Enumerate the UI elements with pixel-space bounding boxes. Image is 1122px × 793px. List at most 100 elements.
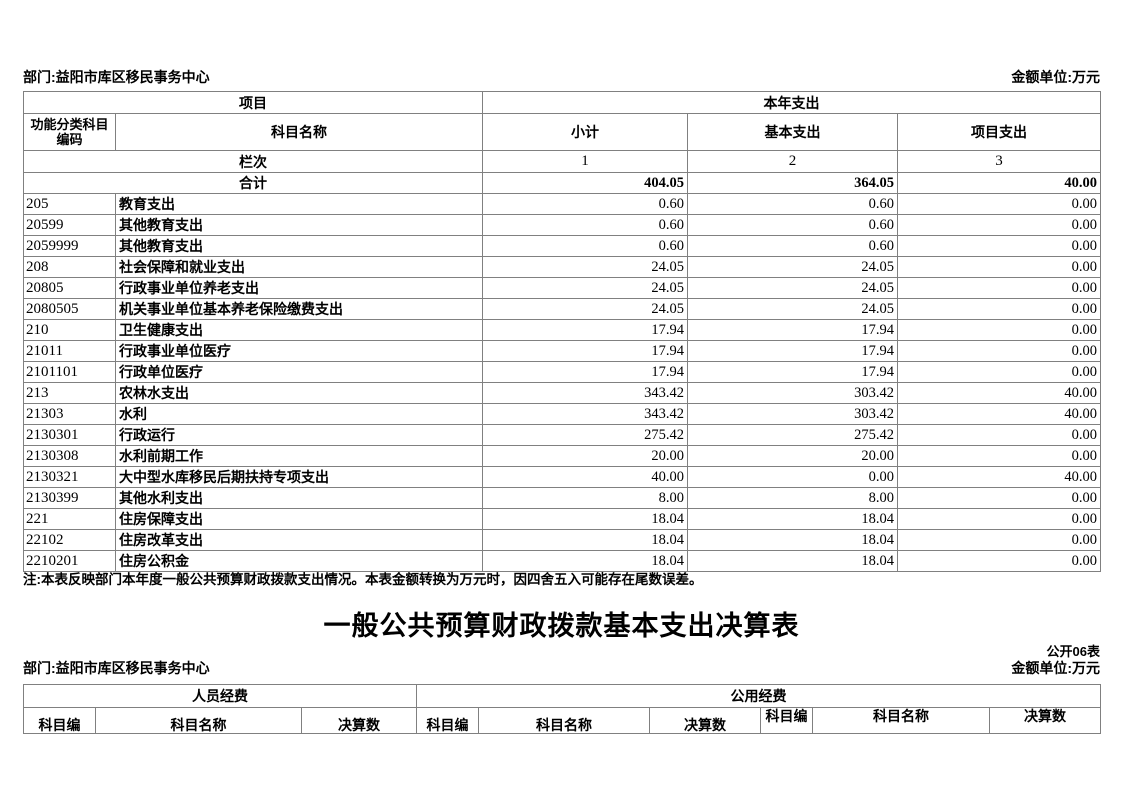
subtotal-cell: 0.60 [482, 214, 688, 236]
subtotal-cell: 18.04 [482, 550, 688, 572]
subtotal-cell: 17.94 [482, 361, 688, 383]
public-funds-header: 公用经费 [416, 684, 1101, 708]
header-basic: 基本支出 [687, 113, 898, 151]
basic-expense-cell: 17.94 [687, 319, 898, 341]
header-item: 项目 [23, 91, 483, 114]
project-expense-cell: 0.00 [897, 361, 1101, 383]
col-amount-2: 决算数 [649, 707, 761, 734]
total-subtotal: 404.05 [482, 172, 688, 194]
project-expense-cell: 0.00 [897, 235, 1101, 257]
header-func-code: 功能分类科目 编码 [23, 113, 116, 151]
subject-code-cell: 2080505 [23, 298, 116, 320]
subject-code-cell: 2059999 [23, 235, 116, 257]
basic-expense-cell: 8.00 [687, 487, 898, 509]
department-label-2: 部门:益阳市库区移民事务中心 [23, 660, 210, 676]
expenditure-table: 项目 本年支出 功能分类科目 编码 科目名称 小计 基本支出 项目支出 栏次 1… [23, 91, 1101, 572]
section2-title: 一般公共预算财政拨款基本支出决算表 [323, 611, 800, 641]
subject-code-cell: 210 [23, 319, 116, 341]
basic-expense-cell: 20.00 [687, 445, 898, 467]
project-expense-cell: 0.00 [897, 529, 1101, 551]
table1-meta-row: 部门:益阳市库区移民事务中心 金额单位:万元 [23, 69, 1100, 86]
subject-code-cell: 22102 [23, 529, 116, 551]
basic-expense-cell: 303.42 [687, 403, 898, 425]
header-subtotal: 小计 [482, 113, 688, 151]
table-row: 20599 其他教育支出 0.60 0.60 0.00 [23, 214, 1101, 236]
table-row: 2130399 其他水利支出 8.00 8.00 0.00 [23, 487, 1101, 509]
subject-name-cell: 大中型水库移民后期扶持专项支出 [115, 466, 483, 488]
header-func-code-line1: 功能分类科目 [30, 117, 109, 132]
project-expense-cell: 0.00 [897, 445, 1101, 467]
subject-name-cell: 行政运行 [115, 424, 483, 446]
project-expense-cell: 0.00 [897, 277, 1101, 299]
subject-name-cell: 住房保障支出 [115, 508, 483, 530]
subtotal-cell: 24.05 [482, 277, 688, 299]
form-code-label: 公开06表 [1046, 644, 1100, 659]
basic-expense-cell: 18.04 [687, 550, 898, 572]
table2-column-header-row: 科目编 科目名称 决算数 科目编 科目名称 决算数 科目编 科目名称 决算数 [23, 707, 1101, 734]
project-expense-cell: 0.00 [897, 487, 1101, 509]
subject-name-cell: 行政事业单位养老支出 [115, 277, 483, 299]
table-row: 2210201 住房公积金 18.04 18.04 0.00 [23, 550, 1101, 572]
column-number-3: 3 [897, 150, 1101, 173]
basic-expenditure-table: 人员经费 公用经费 科目编 科目名称 决算数 科目编 科目名称 决算数 科目编 … [23, 684, 1101, 734]
row-index-label: 栏次 [23, 150, 483, 173]
subject-code-cell: 21011 [23, 340, 116, 362]
project-expense-cell: 0.00 [897, 193, 1101, 215]
basic-expense-cell: 17.94 [687, 340, 898, 362]
col-name-2: 科目名称 [478, 707, 650, 734]
subtotal-cell: 8.00 [482, 487, 688, 509]
subject-name-cell: 住房公积金 [115, 550, 483, 572]
unit-label-2: 金额单位:万元 [1011, 660, 1100, 676]
basic-expense-cell: 0.60 [687, 214, 898, 236]
basic-expense-cell: 17.94 [687, 361, 898, 383]
table1-total-row: 合计 404.05 364.05 40.00 [23, 172, 1101, 194]
subject-name-cell: 行政单位医疗 [115, 361, 483, 383]
subject-name-cell: 行政事业单位医疗 [115, 340, 483, 362]
subject-code-cell: 2130399 [23, 487, 116, 509]
table-row: 2080505 机关事业单位基本养老保险缴费支出 24.05 24.05 0.0… [23, 298, 1101, 320]
table-row: 210 卫生健康支出 17.94 17.94 0.00 [23, 319, 1101, 341]
table1-header-row-1: 项目 本年支出 [23, 91, 1101, 114]
project-expense-cell: 0.00 [897, 214, 1101, 236]
subtotal-cell: 18.04 [482, 508, 688, 530]
subtotal-cell: 275.42 [482, 424, 688, 446]
subject-name-cell: 其他教育支出 [115, 214, 483, 236]
subject-name-cell: 农林水支出 [115, 382, 483, 404]
col-code-2: 科目编 [416, 707, 479, 734]
project-expense-cell: 0.00 [897, 340, 1101, 362]
total-label: 合计 [23, 172, 483, 194]
basic-expense-cell: 0.60 [687, 193, 898, 215]
subtotal-cell: 17.94 [482, 340, 688, 362]
subtotal-cell: 18.04 [482, 529, 688, 551]
subject-code-cell: 213 [23, 382, 116, 404]
subject-name-cell: 其他教育支出 [115, 235, 483, 257]
unit-label: 金额单位:万元 [1011, 69, 1100, 85]
department-label: 部门:益阳市库区移民事务中心 [23, 69, 210, 85]
table1-header-row-2: 功能分类科目 编码 科目名称 小计 基本支出 项目支出 [23, 113, 1101, 151]
table-row: 21303 水利 343.42 303.42 40.00 [23, 403, 1101, 425]
header-project: 项目支出 [897, 113, 1101, 151]
subject-code-cell: 20599 [23, 214, 116, 236]
basic-expense-cell: 24.05 [687, 277, 898, 299]
project-expense-cell: 40.00 [897, 382, 1101, 404]
table-row: 22102 住房改革支出 18.04 18.04 0.00 [23, 529, 1101, 551]
subtotal-cell: 0.60 [482, 193, 688, 215]
subject-code-cell: 2210201 [23, 550, 116, 572]
subject-name-cell: 机关事业单位基本养老保险缴费支出 [115, 298, 483, 320]
subject-code-cell: 2101101 [23, 361, 116, 383]
basic-expense-cell: 275.42 [687, 424, 898, 446]
project-expense-cell: 40.00 [897, 466, 1101, 488]
project-expense-cell: 0.00 [897, 298, 1101, 320]
subtotal-cell: 343.42 [482, 403, 688, 425]
table-row: 2130301 行政运行 275.42 275.42 0.00 [23, 424, 1101, 446]
project-expense-cell: 0.00 [897, 508, 1101, 530]
basic-expense-cell: 18.04 [687, 529, 898, 551]
header-year-expense: 本年支出 [482, 91, 1101, 114]
basic-expense-cell: 303.42 [687, 382, 898, 404]
subtotal-cell: 343.42 [482, 382, 688, 404]
basic-expense-cell: 0.60 [687, 235, 898, 257]
column-number-2: 2 [687, 150, 898, 173]
table-row: 2130321 大中型水库移民后期扶持专项支出 40.00 0.00 40.00 [23, 466, 1101, 488]
subject-code-cell: 2130301 [23, 424, 116, 446]
subject-code-cell: 20805 [23, 277, 116, 299]
